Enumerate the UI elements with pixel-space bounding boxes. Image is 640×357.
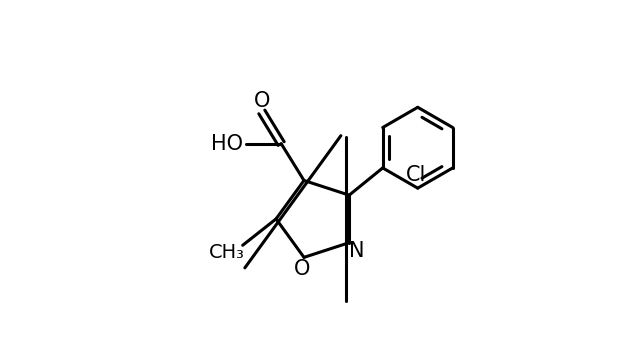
Text: N: N: [349, 241, 365, 261]
Text: Cl: Cl: [406, 165, 426, 185]
Text: HO: HO: [211, 134, 243, 154]
Text: CH₃: CH₃: [209, 243, 245, 262]
Text: O: O: [253, 91, 270, 111]
Text: O: O: [294, 258, 310, 278]
